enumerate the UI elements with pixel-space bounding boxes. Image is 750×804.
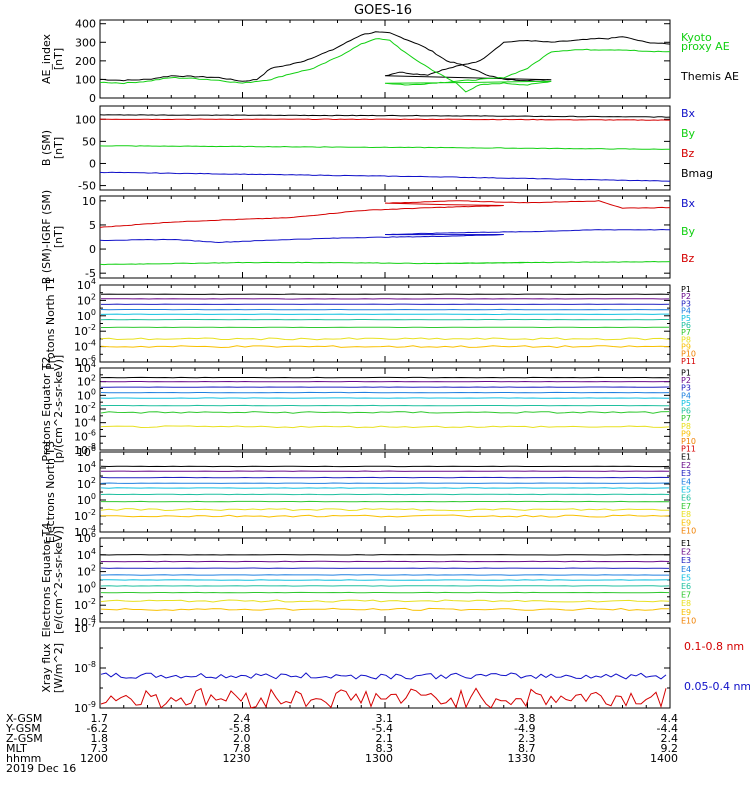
- series-line-bx: [100, 172, 670, 181]
- footer-value: 1230: [223, 752, 251, 765]
- series-line-e9: [101, 608, 669, 610]
- series-line-kyoto: [100, 39, 670, 92]
- y-tick-label: 10-2: [74, 323, 96, 338]
- y-tick-label: 5: [89, 219, 96, 232]
- panel-frame: [100, 285, 670, 362]
- y-tick-label: 10-2: [74, 597, 96, 612]
- y-tick-label: 50: [82, 135, 96, 148]
- y-tick-label: 104: [77, 460, 96, 475]
- y-tick-label: 102: [77, 476, 96, 491]
- y-tick-label: 102: [77, 564, 96, 579]
- y-tick-label: 100: [75, 73, 96, 86]
- y-tick-label: 10-8: [74, 660, 96, 675]
- legend-entry: Bz: [681, 252, 695, 265]
- y-tick-label: 104: [77, 547, 96, 562]
- y-tick-label: 0: [89, 92, 96, 105]
- panel-2: 100 50 0 -50 B (SM)[nT] Bx By Bz Bmag: [40, 106, 713, 193]
- legend-entry: Bx: [681, 197, 696, 210]
- y-tick-label: 400: [75, 18, 96, 31]
- y-tick-label: 100: [75, 113, 96, 126]
- legend-entry: Bx: [681, 107, 696, 120]
- series-line-p7: [101, 412, 669, 414]
- y-tick-label: -50: [78, 180, 96, 193]
- panel-frame: [100, 20, 670, 98]
- series-line-bmag: [100, 115, 670, 118]
- series-line-bz: [100, 201, 670, 228]
- series-line-bx: [100, 230, 670, 243]
- legend-entry: Bz: [681, 147, 695, 160]
- y-tick-label: 104: [77, 277, 96, 292]
- series-line-0-1-0-8-nm: [101, 688, 666, 708]
- panel-frame: [100, 368, 670, 450]
- legend-entry: 0.05-0.4 nm: [684, 680, 750, 693]
- chart-title: GOES-16: [354, 3, 412, 18]
- legend-entry: Themis AE: [680, 70, 739, 83]
- y-tick-label: 106: [77, 530, 96, 545]
- series-line-e8: [101, 600, 669, 602]
- y-tick-label: 300: [75, 36, 96, 49]
- y-tick-label: 10-2: [74, 508, 96, 523]
- footer-value: 1400: [650, 752, 678, 765]
- y-tick-label: 10-4: [74, 339, 96, 354]
- series-line-0-05-0-4-nm: [101, 673, 666, 679]
- series-line-p9: [101, 346, 669, 348]
- legend-entry: proxy AE: [681, 40, 730, 53]
- y-tick-label: 200: [75, 55, 96, 68]
- y-axis-label: Electrons Equator T4[e/(cm^2-s-sr-keV)]: [40, 523, 65, 638]
- y-tick-label: 106: [77, 444, 96, 459]
- y-tick-label: 100: [77, 580, 96, 595]
- series-line-p8: [101, 426, 669, 428]
- legend-entry: Bmag: [681, 167, 713, 180]
- footer-value: 1300: [365, 752, 393, 765]
- y-axis-label: AE_index[nT]: [40, 33, 65, 84]
- footer-row-label: 2019 Dec 16: [6, 762, 76, 775]
- series-line-e8: [101, 509, 669, 511]
- series-line-by: [100, 146, 670, 150]
- legend-entry: E10: [681, 616, 696, 625]
- y-tick-label: 100: [77, 492, 96, 507]
- y-tick-label: 0: [89, 243, 96, 256]
- series-line-bz: [100, 119, 670, 120]
- y-axis-label: B (SM)[nT]: [40, 130, 65, 166]
- series-line-by: [100, 262, 670, 265]
- y-axis-label: Xray flux[W/m^2]: [40, 643, 65, 693]
- series-line-e9: [101, 515, 669, 517]
- panel-frame: [100, 106, 670, 190]
- y-tick-label: 102: [77, 292, 96, 307]
- footer-value: 1200: [80, 752, 108, 765]
- y-tick-label: 100: [77, 308, 96, 323]
- legend-entry: By: [681, 127, 696, 140]
- legend-entry: P11: [681, 357, 696, 366]
- legend-entry: By: [681, 225, 696, 238]
- y-tick-label: 10-7: [74, 620, 96, 635]
- panel-frame: [100, 452, 670, 532]
- series-line-p8: [101, 338, 669, 340]
- legend-entry: E10: [681, 527, 696, 536]
- panel-frame: [100, 628, 670, 708]
- y-axis-label: B (SM)-IGRF (SM)[nT]: [40, 190, 65, 284]
- y-tick-label: 10: [82, 195, 96, 208]
- y-tick-label: 0: [89, 157, 96, 170]
- footer-value: 1330: [508, 752, 536, 765]
- legend-entry: 0.1-0.8 nm: [684, 640, 744, 653]
